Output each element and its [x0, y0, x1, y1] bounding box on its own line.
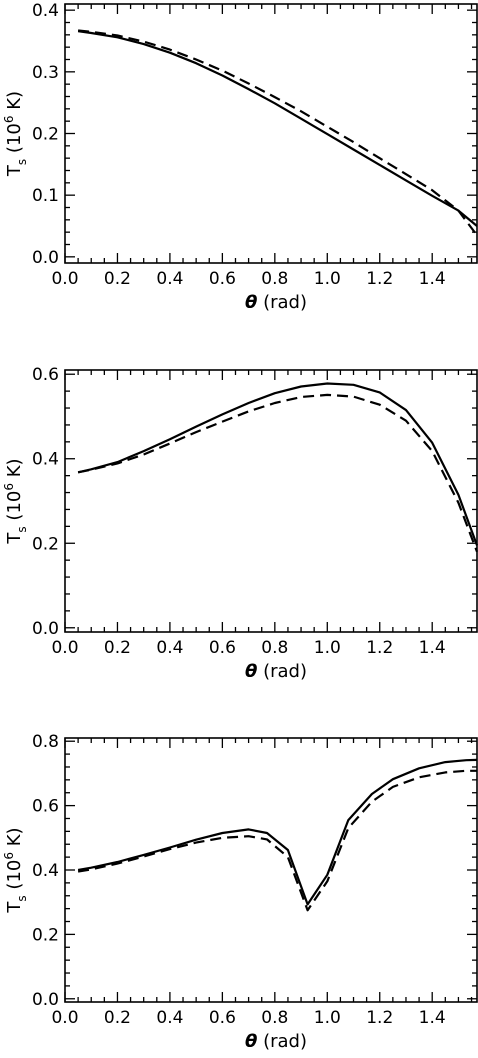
plot-frame: [64, 3, 478, 264]
x-axis-unit: (rad): [263, 661, 307, 682]
y-axis-label: Ts (106 K): [2, 458, 29, 544]
y-axis-exp: 6: [2, 483, 16, 491]
y-axis-label-text: Ts (106 K): [2, 827, 29, 913]
x-tick-label: 1.0: [314, 1008, 341, 1028]
series-line-solid: [77, 382, 478, 546]
x-tick-label: 1.0: [314, 638, 341, 658]
panel-bottom: 0.0 0.2 0.4 0.6 0.8 1.0 1.2 1.40.00.20.40.60.8θ…: [2, 732, 478, 1052]
x-axis-unit: (rad): [263, 292, 307, 313]
y-tick-label: 0.0: [32, 990, 59, 1010]
x-tick-label: 0.8: [261, 269, 288, 289]
y-axis-pre: (10: [4, 491, 25, 521]
y-axis-exp: 6: [2, 115, 16, 123]
x-tick-label: 0.2: [104, 1008, 131, 1028]
x-tick-label: 0.4: [156, 1008, 183, 1028]
y-tick-label: 0.2: [32, 125, 59, 145]
series-line-solid: [77, 30, 478, 227]
y-axis-label: Ts (106 K): [2, 91, 29, 177]
x-tick-label: 1.4: [419, 638, 446, 658]
plot-frame: [64, 369, 478, 633]
panel-middle: 0.0 0.2 0.4 0.6 0.8 1.0 1.2 1.4 0.0 0.2 0.4 0.6 θ (r…: [2, 365, 478, 682]
y-axis-label-text: Ts (106 K): [2, 458, 29, 544]
y-tick-label: 0.4: [32, 861, 59, 881]
x-tick-label: 0.8: [261, 1008, 288, 1028]
x-tick-label: 0.0: [51, 1008, 78, 1028]
y-axis-post: K): [4, 827, 25, 852]
y-tick-label: 0.8: [32, 732, 59, 752]
x-axis-symbol: θ: [245, 292, 257, 313]
y-axis-sub: s: [15, 895, 29, 901]
x-tick-label: 1.0: [314, 269, 341, 289]
x-axis-label: θ (rad): [245, 661, 307, 682]
y-tick-label: 0.3: [32, 63, 59, 83]
x-tick-label: 0.2: [104, 269, 131, 289]
y-tick-label: 0.4: [32, 1, 59, 21]
x-axis-symbol: θ: [245, 661, 257, 682]
y-axis-pre: (10: [4, 860, 25, 890]
y-tick-label: 0.0: [32, 619, 59, 639]
y-axis-main: T: [4, 164, 25, 177]
y-axis-main: T: [4, 532, 25, 545]
x-tick-label: 1.4: [419, 1008, 446, 1028]
y-axis-exp: 6: [2, 852, 16, 860]
y-axis-label-text: Ts (106 K): [2, 91, 29, 177]
y-axis-main: T: [4, 901, 25, 914]
x-tick-label: 0.6: [209, 1008, 236, 1028]
series-line-solid: [77, 758, 478, 906]
y-axis-sub: s: [15, 159, 29, 165]
x-axis-label: θ (rad): [245, 1031, 307, 1052]
x-tick-label: 1.2: [366, 1008, 393, 1028]
y-axis-pre: (10: [4, 123, 25, 153]
panel-top: 0.0 0.2 0.4 0.6 0.8 1.0 1.2 1.4 0.0 0.1 0.2 0.3 0.4 θ…: [2, 1, 478, 313]
y-tick-label: 0.2: [32, 925, 59, 945]
x-tick-label: 0.0: [51, 638, 78, 658]
y-tick-label: 0.6: [32, 365, 59, 385]
x-tick-label: 0.2: [104, 638, 131, 658]
x-tick-label: 0.4: [156, 269, 183, 289]
y-axis-post: K): [4, 458, 25, 483]
x-tick-label: 0.8: [261, 638, 288, 658]
x-tick-label: 1.4: [419, 269, 446, 289]
y-tick-label: 0.4: [32, 450, 59, 470]
series-line-dashed: [77, 393, 478, 553]
x-tick-label: 1.2: [366, 269, 393, 289]
plot-frame: [64, 737, 478, 1003]
y-axis-label: Ts (106 K): [2, 827, 29, 913]
y-axis-sub: s: [15, 526, 29, 532]
x-tick-label: 1.2: [366, 638, 393, 658]
x-tick-label: 0.6: [209, 269, 236, 289]
series-line-dashed: [77, 29, 478, 236]
x-axis-label: θ (rad): [245, 292, 307, 313]
x-tick-label: 0.4: [156, 638, 183, 658]
x-tick-label: 0.0: [51, 269, 78, 289]
y-tick-label: 0.1: [32, 186, 59, 206]
y-tick-label: 0.6: [32, 797, 59, 817]
x-axis-unit: (rad): [263, 1031, 307, 1052]
y-axis-post: K): [4, 91, 25, 116]
x-tick-label: 0.6: [209, 638, 236, 658]
y-tick-label: 0.0: [32, 248, 59, 268]
y-tick-label: 0.2: [32, 534, 59, 554]
x-axis-symbol: θ: [245, 1031, 257, 1052]
